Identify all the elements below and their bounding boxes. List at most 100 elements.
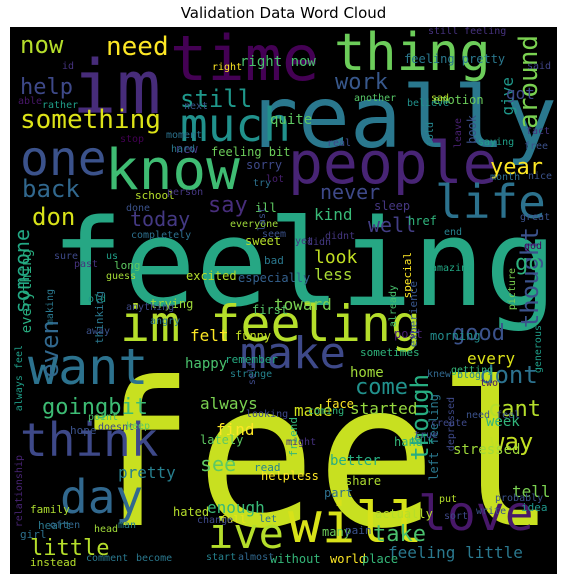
word-almost: almost <box>238 552 275 563</box>
word-helpless: helpless <box>261 469 319 483</box>
word-probably: probably <box>495 493 544 504</box>
word-still-feeling: still feeling <box>428 27 507 37</box>
word-feel: feel <box>75 340 557 573</box>
word-happy: happy <box>185 356 228 372</box>
word-lot: lot <box>266 174 285 185</box>
word-person: person <box>167 187 204 198</box>
word-yet: yet <box>295 236 314 247</box>
word-will: will <box>288 491 423 556</box>
word-head: head <box>94 524 119 535</box>
word-never: never <box>320 180 381 204</box>
word-strange: strange <box>230 369 273 380</box>
word-made: made <box>294 401 333 420</box>
word-picture: picture <box>507 268 518 311</box>
word-felt: felt <box>190 326 229 345</box>
word-go: go <box>515 251 542 276</box>
word-cant: cant <box>488 397 541 422</box>
word-hand: hand <box>394 435 423 449</box>
word-leave: leave <box>453 118 464 149</box>
word-got: got <box>506 84 535 103</box>
word-world: world <box>330 552 367 566</box>
word-well: well <box>368 213 417 237</box>
word-don: don <box>32 203 76 231</box>
word-come: come <box>355 375 408 400</box>
word-self: self <box>247 361 258 386</box>
word-sweet: sweet <box>245 234 282 248</box>
word-saying: saying <box>478 137 515 148</box>
word-moment: moment <box>166 130 203 141</box>
word-still: still <box>180 85 253 113</box>
word-feeling: feeling <box>51 195 557 334</box>
word-feeling-pretty: feeling pretty <box>404 52 506 66</box>
word-old: old <box>88 294 107 305</box>
word-think: think <box>20 413 159 467</box>
word-kind: kind <box>314 205 353 224</box>
word-emotion: emotion <box>433 93 484 107</box>
word-become: become <box>136 553 173 564</box>
word-excited: excited <box>186 269 237 283</box>
word-sad: sad <box>431 93 450 104</box>
word-generous: generous <box>533 325 544 374</box>
word-family: family <box>30 503 70 516</box>
word-change: change <box>197 515 234 526</box>
word-quite: quite <box>270 112 313 128</box>
word-anything: anything <box>126 302 175 313</box>
word-back: back <box>22 175 80 203</box>
word-share: share <box>345 474 382 488</box>
word-life: life <box>435 175 546 229</box>
word-way: way <box>490 428 534 456</box>
word-cloud: feel feeling really im time thing know people mu… <box>10 27 557 574</box>
word-amazing: amazing <box>431 263 474 274</box>
word-ill: ill <box>255 201 277 215</box>
word-stressed: stressed <box>453 442 521 458</box>
word-post: post <box>394 327 423 341</box>
word-little: little <box>30 536 110 561</box>
word-right-now: right now <box>240 54 316 70</box>
word-day: day <box>60 470 144 524</box>
word-many: many <box>322 525 351 539</box>
word-completely: completely <box>131 230 192 241</box>
word-actually: actually <box>375 507 433 521</box>
word-sorry: sorry <box>246 158 283 172</box>
word-guess: guess <box>106 271 137 282</box>
word-part: part <box>324 486 353 500</box>
word-fact: fact <box>526 126 551 137</box>
word-didn: didn <box>307 237 332 248</box>
word-told: told <box>425 122 436 147</box>
word-goingbit: goingbit <box>42 395 148 420</box>
word-better: better <box>330 453 381 469</box>
word-month: month <box>490 172 521 183</box>
word-work: work <box>335 70 388 95</box>
word-book: book <box>465 115 479 144</box>
word-idea: idea <box>521 501 548 514</box>
word-school: school <box>135 189 175 202</box>
word-dont: dont <box>480 361 538 389</box>
word-comment: comment <box>86 553 129 564</box>
word-much: much <box>180 98 291 152</box>
word-stop: stop <box>120 134 145 145</box>
word-sort: sort <box>444 511 469 522</box>
word-pain: pain <box>345 524 372 537</box>
word-hope: hope <box>70 424 97 437</box>
word-talk: talk <box>410 436 435 447</box>
word-last: last <box>257 207 268 232</box>
word-everything: everything <box>19 249 35 334</box>
word-real: real <box>327 138 352 149</box>
word-next: next <box>184 101 209 112</box>
word-another: another <box>354 93 397 104</box>
word-us: us <box>106 251 119 262</box>
word-tell: tell <box>512 482 551 501</box>
word-im-feeling: im feeling <box>120 295 422 353</box>
word-blog: blog <box>457 370 482 381</box>
word-people: people <box>288 129 498 197</box>
word-week: week <box>486 414 520 430</box>
word-two: two <box>480 378 499 389</box>
word-first: first <box>252 303 289 317</box>
word-getting: getting <box>451 365 494 376</box>
word-started: started <box>350 399 418 418</box>
word-remember: remember <box>225 353 278 366</box>
word-right: right <box>212 62 243 73</box>
word-around: around <box>514 35 544 129</box>
word-trying: trying <box>150 297 194 311</box>
word-away: away <box>86 326 111 337</box>
